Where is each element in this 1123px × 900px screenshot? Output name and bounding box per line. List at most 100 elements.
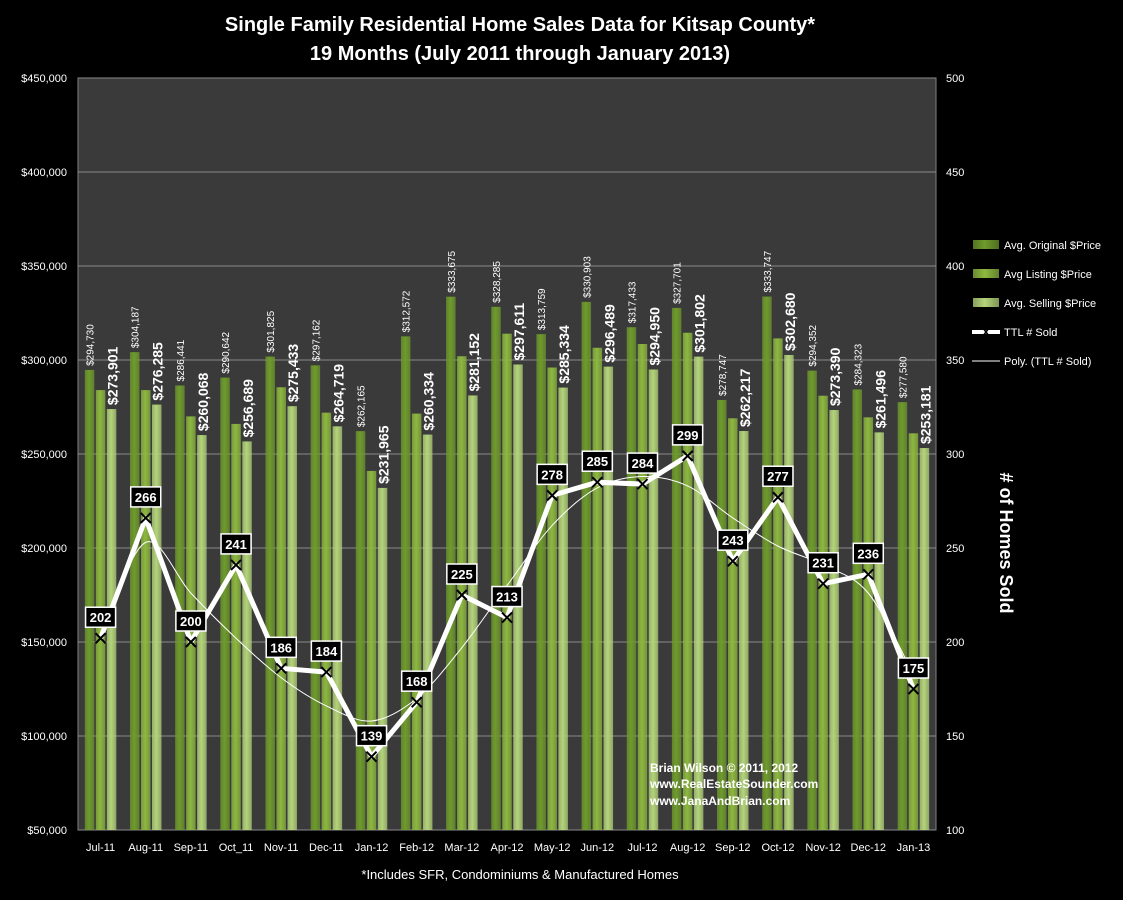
legend-label: Avg. Selling $Price [1004,298,1096,310]
sold-marker [817,578,829,590]
right-tick-label: 100 [946,825,964,837]
bar-original-price [581,301,592,831]
right-axis-ticks: 100 150 200 250 300 350 400 450 500 [946,73,964,837]
bar-selling-price [151,404,162,830]
x-tick-label: Sep-11 [174,842,209,854]
x-tick-label: Jun-12 [580,842,614,854]
svg-text:266: 266 [135,490,157,505]
legend-label: Avg Listing $Price [1004,269,1092,281]
bar-listing-price [502,333,512,830]
bar-selling-price [603,366,614,830]
left-tick-label: $200,000 [21,543,67,555]
original-price-label: $284,323 [853,343,864,385]
original-price-label: $290,642 [221,331,232,373]
sold-marker [275,662,287,675]
original-price-label: $327,701 [673,262,684,304]
svg-text:184: 184 [316,644,338,659]
bar-listing-price [547,367,557,830]
sold-value-label: 266 [129,486,162,508]
x-tick-label: Feb-12 [399,842,434,854]
sold-value-label: 139 [355,724,388,747]
left-tick-label: $150,000 [21,637,67,649]
selling-price-label: $276,285 [150,342,166,401]
legend-item: Poly. (TTL # Sold) [972,356,1091,368]
sold-marker [727,555,739,567]
bar-selling-price [287,406,297,830]
svg-text:284: 284 [632,456,654,471]
bar-original-price [717,399,727,830]
selling-price-label: $297,611 [511,303,527,361]
sold-value-label: 277 [762,465,794,487]
bar-original-price [220,377,230,830]
svg-text:200: 200 [180,614,202,629]
footnote: *Includes SFR, Condominiums & Manufactur… [361,867,679,882]
x-tick-label: Dec-11 [309,842,344,854]
sold-value-label: 284 [626,452,659,474]
sold-value-label: 175 [897,657,930,679]
sold-value-label: 243 [717,529,749,551]
x-tick-label: Sep-12 [715,842,750,854]
bar-listing-price [592,347,603,830]
bar-listing-price [231,423,241,830]
svg-text:213: 213 [496,590,518,605]
right-tick-label: 250 [946,543,964,555]
sold-marker [681,450,694,462]
left-tick-label: $250,000 [21,449,67,461]
bar-selling-price [377,487,388,830]
bar-value-labels: $294,730 $304,187 $286,441 $290,642 $301,825… [86,250,934,483]
bar-selling-price [197,435,207,830]
sold-marker [185,636,197,648]
x-tick-label: Apr-12 [490,842,523,854]
legend-item: TTL # Sold [972,327,1057,339]
bar-listing-price [728,418,738,830]
selling-price-label: $256,689 [240,379,256,438]
svg-text:225: 225 [451,567,473,582]
selling-price-label: $281,152 [466,333,482,392]
sold-value-label: 213 [491,585,523,608]
svg-text:278: 278 [541,467,563,482]
selling-price-label: $260,068 [195,372,211,431]
x-tick-label: Oct-12 [761,842,794,854]
right-tick-label: 200 [946,637,964,649]
original-price-label: $262,165 [357,385,368,427]
x-tick-label: Mar-12 [444,842,479,854]
legend-label: Avg. Original $Price [1004,240,1101,252]
bar-listing-price [773,338,783,830]
svg-text:236: 236 [857,546,879,561]
sold-marker [365,750,378,763]
bar-selling-price [919,448,930,830]
bar-listing-price [411,413,422,830]
x-tick-label: Oct_11 [219,842,254,854]
bar-original-price [626,327,637,830]
sold-value-label: 200 [175,610,207,632]
original-price-label: $304,187 [131,306,142,348]
original-price-label: $330,903 [582,256,593,298]
bar-original-price [807,370,817,830]
legend-item: Avg Listing $Price [973,269,1092,281]
watermark-line-3: www.JanaAndBrian.com [649,794,790,808]
selling-price-label: $262,217 [737,368,753,427]
category-labels: Jul-11 Aug-11 Sep-11 Oct_11 Nov-11 Dec-11 Jan-… [86,842,930,854]
sold-marker [410,696,423,708]
selling-price-label: $296,489 [601,304,617,363]
left-axis-ticks: $50,000 $100,000 $150,000 $200,000 $250,000 $… [21,73,67,837]
svg-text:186: 186 [270,640,292,655]
bar-original-price [355,431,366,830]
sold-value-label: 241 [220,533,252,555]
sold-value-label: 184 [310,640,343,662]
sold-value-label: 225 [446,563,478,585]
x-tick-label: Aug-12 [670,842,705,854]
bar-selling-price [693,356,704,830]
original-price-label: $317,433 [627,281,638,323]
bar-listing-price [366,470,377,830]
bar-selling-price [558,387,568,830]
right-tick-label: 400 [946,261,964,273]
left-tick-label: $450,000 [21,73,67,85]
original-price-label: $301,825 [266,310,277,352]
selling-price-label: $294,950 [646,307,662,366]
left-tick-label: $100,000 [21,731,67,743]
original-price-label: $277,580 [898,356,909,398]
selling-price-label: $301,802 [692,294,708,353]
chart-title-line-1: Single Family Residential Home Sales Dat… [225,14,815,36]
